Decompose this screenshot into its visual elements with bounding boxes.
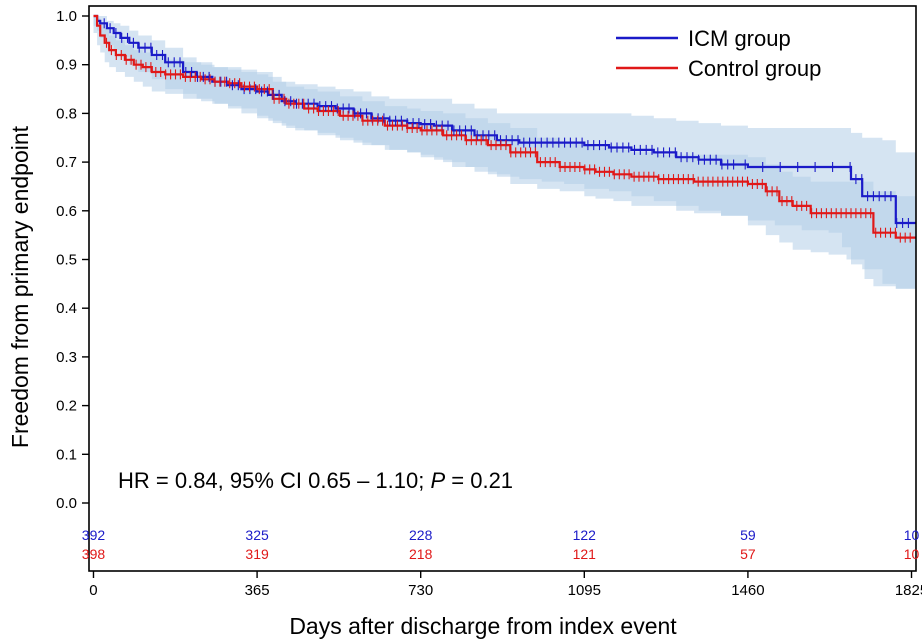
annotation-suffix: = 0.21 (445, 468, 513, 493)
at-risk-count-icm: 392 (82, 527, 106, 543)
at-risk-count-icm: 122 (573, 527, 597, 543)
x-tick-label: 1825 (895, 582, 922, 599)
y-tick-label: 0.6 (56, 203, 77, 220)
y-tick-label: 0.8 (56, 105, 77, 122)
y-tick-label: 0.0 (56, 495, 77, 512)
at-risk-count-control: 57 (740, 546, 756, 562)
ci-band-control (93, 16, 916, 289)
y-axis: 0.0 0.1 0.2 0.3 0.4 0.5 0.6 0.7 0.8 0.9 1.0 (56, 8, 89, 512)
censor-marks (103, 18, 911, 243)
y-tick-label: 0.1 (56, 446, 77, 463)
at-risk-count-control: 218 (409, 546, 433, 562)
y-tick-label: 0.3 (56, 349, 77, 366)
x-tick-label: 0 (89, 582, 97, 599)
y-axis-title: Freedom from primary endpoint (7, 125, 33, 448)
legend-label-icm: ICM group (688, 26, 791, 51)
hazard-ratio-annotation: HR = 0.84, 95% CI 0.65 – 1.10; P = 0.21 (118, 468, 513, 493)
at-risk-count-icm: 59 (740, 527, 756, 543)
at-risk-count-control: 121 (573, 546, 597, 562)
censor-group-control (105, 37, 911, 243)
at-risk-count-control: 10 (904, 546, 920, 562)
at-risk-count-icm: 325 (245, 527, 269, 543)
confidence-bands (93, 16, 916, 289)
x-axis-title: Days after discharge from index event (289, 613, 677, 639)
x-tick-label: 1460 (731, 582, 764, 599)
legend: ICM group Control group (616, 26, 821, 81)
y-tick-label: 1.0 (56, 8, 77, 25)
legend-label-control: Control group (688, 56, 821, 81)
at-risk-count-icm: 10 (904, 527, 920, 543)
numbers-at-risk-table: 392 325 228 122 59 10 398 319 218 121 57 10 (82, 527, 920, 562)
annotation-prefix: HR = 0.84, 95% CI 0.65 – 1.10; (118, 468, 430, 493)
x-tick-label: 1095 (568, 582, 601, 599)
y-tick-label: 0.5 (56, 252, 77, 269)
x-tick-label: 730 (408, 582, 433, 599)
at-risk-count-icm: 228 (409, 527, 433, 543)
x-tick-label: 365 (245, 582, 270, 599)
y-tick-label: 0.7 (56, 154, 77, 171)
plot-frame (88, 5, 917, 572)
y-tick-label: 0.9 (56, 57, 77, 74)
y-tick-label: 0.2 (56, 398, 77, 415)
at-risk-count-control: 398 (82, 546, 106, 562)
annotation-p-label: P (430, 468, 445, 493)
at-risk-count-control: 319 (245, 546, 269, 562)
x-axis: 0 365 730 1095 1460 1825 (89, 571, 922, 599)
y-tick-label: 0.4 (56, 300, 77, 317)
